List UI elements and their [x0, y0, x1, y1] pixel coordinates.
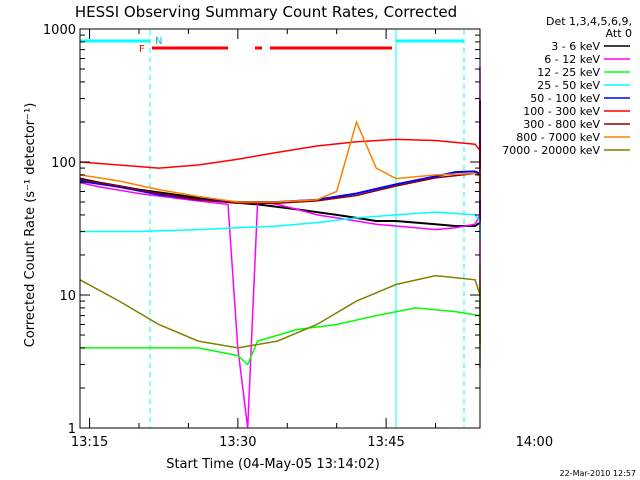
- legend-label-6: 300 - 800 keV: [523, 118, 600, 131]
- series-line-2: [80, 284, 481, 366]
- x-tick-label: 13:15: [71, 435, 108, 450]
- y-tick-label: 10: [59, 289, 76, 304]
- y-axis: 1 10 100 1000: [43, 23, 480, 437]
- plot-area: [79, 28, 481, 429]
- x-axis-label: Start Time (04-May-05 13:14:02): [166, 457, 380, 472]
- legend-label-5: 100 - 300 keV: [523, 105, 600, 118]
- legend-label-8: 7000 - 20000 keV: [502, 144, 600, 157]
- x-tick-label: 14:00: [516, 435, 553, 450]
- legend-label-1: 6 - 12 keV: [544, 53, 600, 66]
- chart-title: HESSI Observing Summary Count Rates, Cor…: [75, 3, 457, 21]
- y-axis-label: Corrected Count Rate (s⁻¹ detector⁻¹): [23, 103, 38, 348]
- y-tick-label: 1000: [43, 23, 76, 38]
- series-line-6: [79, 172, 481, 204]
- y-tick-label: 1: [68, 422, 76, 437]
- annotation-n: N: [155, 36, 162, 47]
- footer-timestamp: 22-Mar-2010 12:57: [560, 469, 637, 478]
- series-line-8: [79, 264, 481, 349]
- legend-label-2: 12 - 25 keV: [537, 66, 600, 79]
- annotation-f: F: [139, 44, 145, 55]
- series-line-3: [80, 211, 481, 240]
- x-tick-label: 13:30: [219, 435, 256, 450]
- x-tick-label: 13:45: [367, 435, 404, 450]
- legend-label-3: 25 - 50 keV: [537, 79, 600, 92]
- legend-label-4: 50 - 100 keV: [530, 92, 600, 105]
- series-line-0: [79, 100, 481, 227]
- legend-header-line-1: Det 1,3,4,5,6,9,: [546, 15, 632, 28]
- legend-label-7: 800 - 7000 keV: [516, 131, 600, 144]
- y-tick-label: 100: [51, 156, 76, 171]
- legend-header-line-2: Att 0: [606, 27, 632, 40]
- series-line-1: [79, 66, 481, 429]
- legend-label-0: 3 - 6 keV: [551, 40, 600, 53]
- plot-frame: [79, 28, 481, 429]
